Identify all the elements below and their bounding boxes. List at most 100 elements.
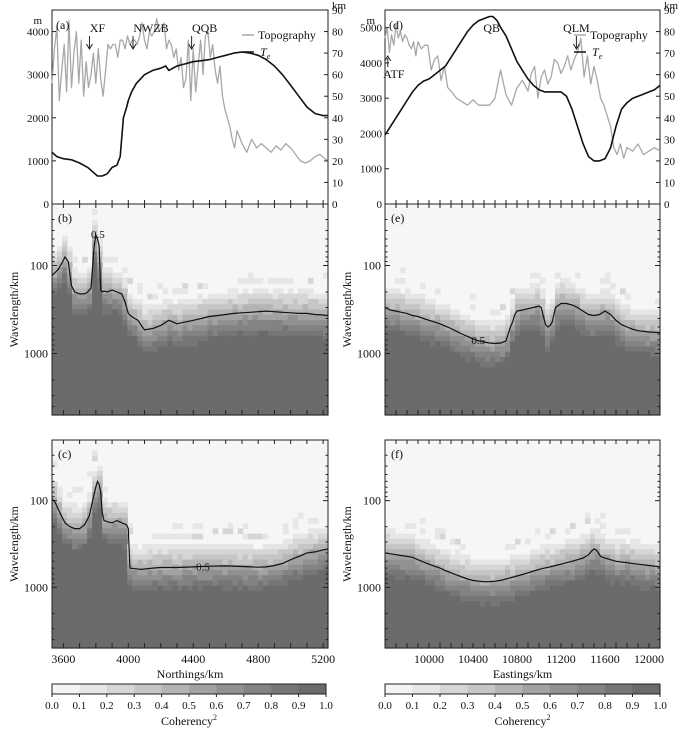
heatmap-cell xyxy=(267,309,274,316)
heatmap-cell xyxy=(117,335,123,342)
heatmap-cell xyxy=(520,570,526,576)
heatmap-cell xyxy=(405,351,411,358)
heatmap-cell xyxy=(167,383,174,390)
heatmap-cell xyxy=(142,544,148,550)
heatmap-cell xyxy=(510,378,516,384)
heatmap-cell xyxy=(530,554,536,561)
heatmap-cell xyxy=(540,298,546,305)
heatmap-cell xyxy=(207,585,214,592)
heatmap-cell xyxy=(282,277,289,284)
heatmap-cell xyxy=(600,288,606,295)
heatmap-cell xyxy=(635,325,641,332)
heatmap-cell xyxy=(430,314,436,321)
heatmap-cell xyxy=(62,298,68,305)
heatmap-cell xyxy=(272,632,279,639)
heatmap-cell xyxy=(57,246,63,253)
heatmap-cell xyxy=(287,362,294,369)
heatmap-cell xyxy=(222,346,229,353)
heatmap-cell xyxy=(307,378,314,384)
heatmap-cell xyxy=(152,399,158,406)
heatmap-cell xyxy=(565,404,571,411)
heatmap-cell xyxy=(87,627,93,633)
heatmap-cell xyxy=(182,637,189,644)
heatmap-cell xyxy=(62,262,68,268)
heatmap-cell xyxy=(390,616,396,623)
heatmap-cell xyxy=(132,346,138,353)
heatmap-cell xyxy=(202,575,209,581)
heatmap-cell xyxy=(87,304,93,311)
heatmap-cell xyxy=(620,346,626,353)
heatmap-cell xyxy=(440,362,446,369)
heatmap-cell xyxy=(485,383,491,390)
heatmap-cell xyxy=(227,356,234,363)
heatmap-cell xyxy=(420,528,426,535)
heatmap-cell xyxy=(227,616,234,623)
heatmap-cell xyxy=(620,309,626,316)
heatmap-cell xyxy=(530,642,536,649)
heatmap-cell xyxy=(97,627,103,633)
heatmap-cell xyxy=(257,606,264,613)
heatmap-cell xyxy=(430,544,436,550)
heatmap-cell xyxy=(395,362,401,369)
heatmap-cell xyxy=(232,388,239,395)
heatmap-cell xyxy=(292,606,299,613)
heatmap-cell xyxy=(490,346,496,353)
heatmap-cell xyxy=(645,367,651,374)
heatmap-cell xyxy=(535,554,541,561)
heatmap-cell xyxy=(302,575,309,581)
heatmap-cell xyxy=(97,240,103,247)
heatmap-cell xyxy=(415,383,421,390)
heatmap-cell xyxy=(62,596,68,602)
heatmap-cell xyxy=(127,616,133,623)
heatmap-cell xyxy=(555,388,561,395)
heatmap-cell xyxy=(570,367,576,374)
heatmap-cell xyxy=(385,372,391,379)
y-tick-label: 100 xyxy=(30,259,48,273)
heatmap-cell xyxy=(655,335,661,342)
heatmap-cell xyxy=(292,325,299,332)
heatmap-cell xyxy=(232,367,239,374)
heatmap-cell xyxy=(57,335,63,342)
heatmap-cell xyxy=(312,351,319,358)
heatmap-cell xyxy=(615,346,621,353)
heatmap-cell xyxy=(585,393,591,400)
left-tick-label: 5000 xyxy=(360,23,383,35)
heatmap-cell xyxy=(395,277,401,284)
heatmap-cell xyxy=(227,642,234,649)
heatmap-cell xyxy=(635,356,641,363)
heatmap-cell xyxy=(137,632,143,639)
heatmap-cell xyxy=(425,549,431,555)
heatmap-cell xyxy=(395,367,401,374)
heatmap-cell xyxy=(292,309,299,316)
heatmap-cell xyxy=(107,502,113,509)
heatmap-cell xyxy=(237,544,244,550)
heatmap-cell xyxy=(137,330,143,337)
heatmap-cell xyxy=(182,404,189,411)
heatmap-cell xyxy=(207,622,214,628)
heatmap-cell xyxy=(520,409,526,416)
heatmap-cell xyxy=(232,637,239,644)
heatmap-cell xyxy=(525,356,531,363)
heatmap-cell xyxy=(615,304,621,311)
heatmap-cell xyxy=(555,409,561,416)
heatmap-cell xyxy=(525,393,531,400)
heatmap-cell xyxy=(57,549,63,555)
heatmap-cell xyxy=(97,351,103,358)
heatmap-cell xyxy=(410,383,416,390)
heatmap-cell xyxy=(147,611,153,618)
heatmap-cell xyxy=(227,627,234,633)
heatmap-cell xyxy=(317,575,324,581)
heatmap-cell xyxy=(287,616,294,623)
heatmap-cell xyxy=(505,637,511,644)
heatmap-cell xyxy=(545,404,551,411)
heatmap-cell xyxy=(530,383,536,390)
heatmap-cell xyxy=(510,356,516,363)
heatmap-cell xyxy=(465,335,471,342)
heatmap-cell xyxy=(405,341,411,348)
heatmap-cell xyxy=(157,616,163,623)
heatmap-cell xyxy=(82,351,88,358)
heatmap-cell xyxy=(495,325,501,332)
heatmap-cell xyxy=(52,393,58,400)
heatmap-cell xyxy=(610,325,616,332)
heatmap-cell xyxy=(82,538,88,545)
